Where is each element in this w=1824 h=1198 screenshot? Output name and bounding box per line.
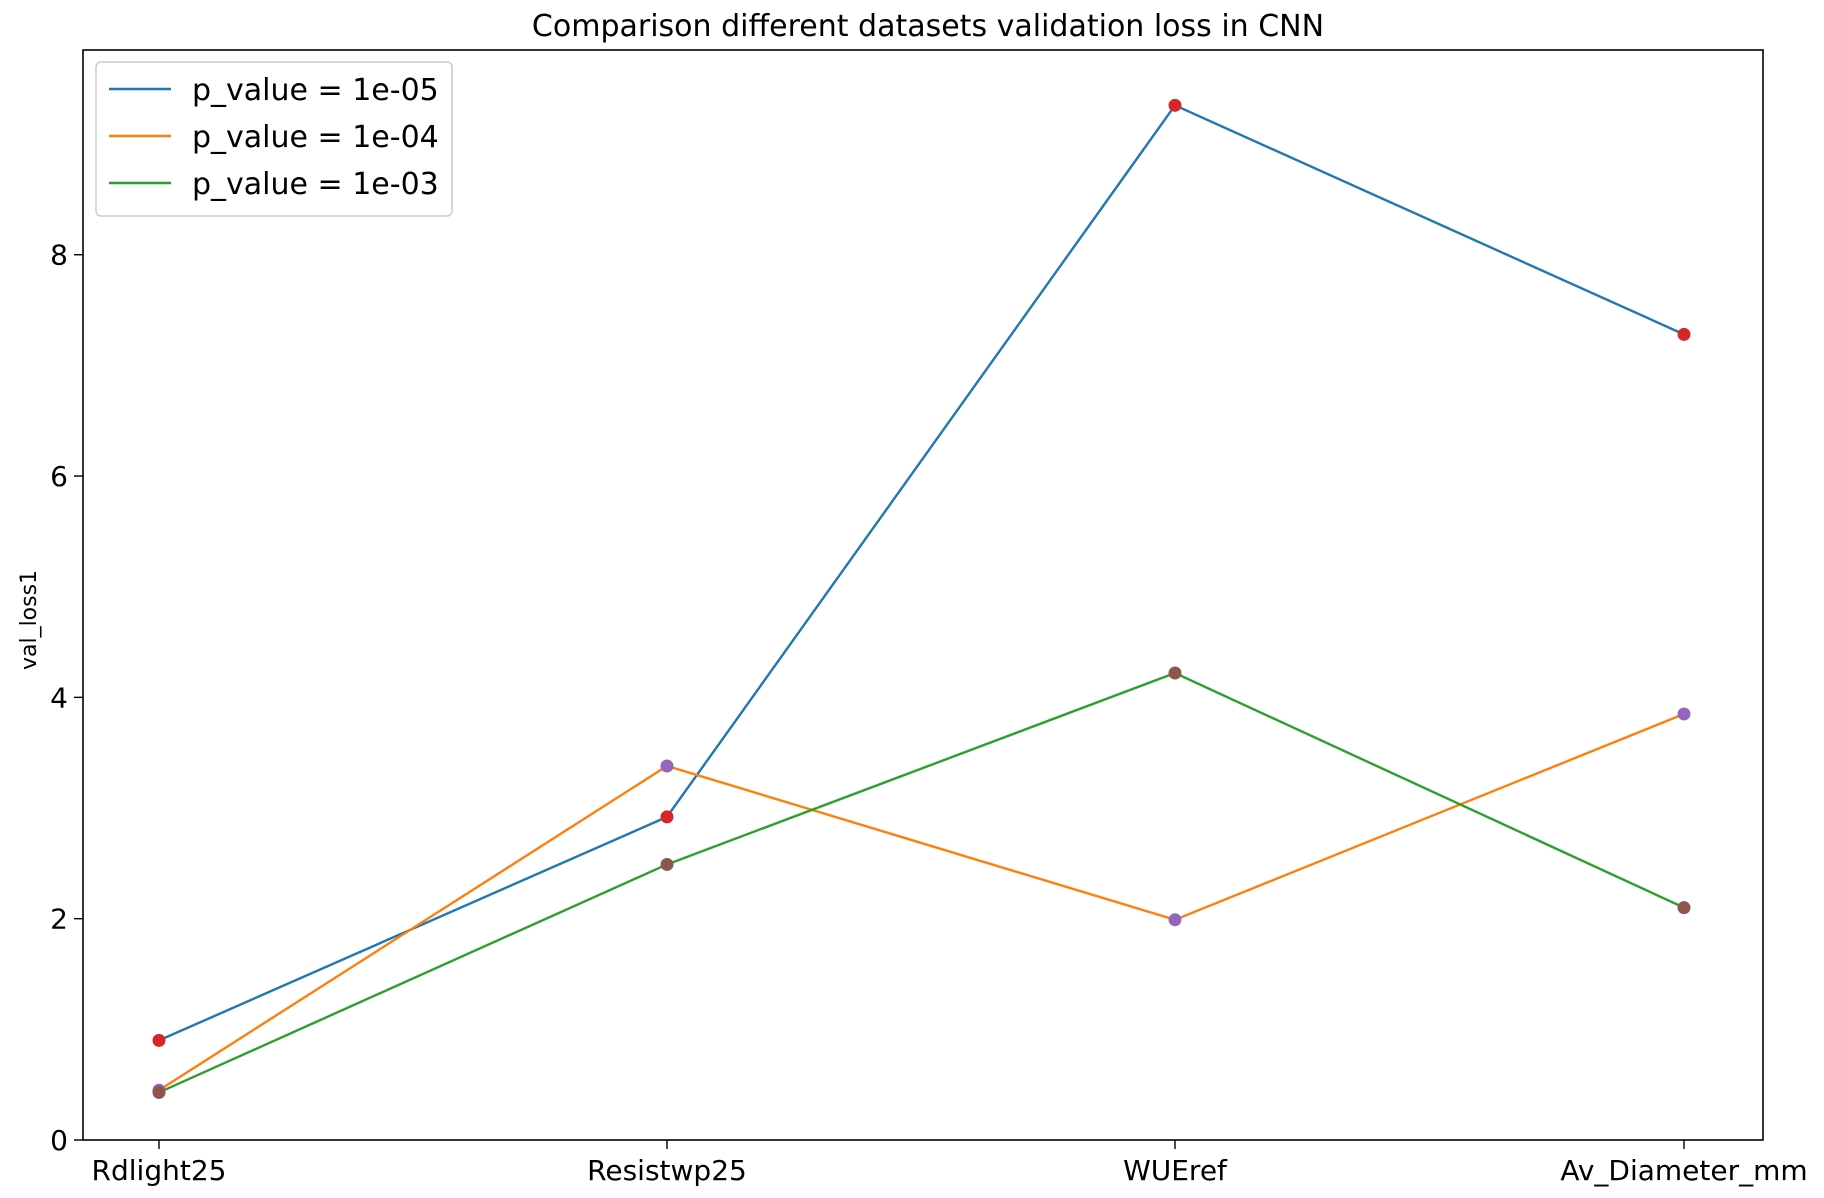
x-tick-label: Resistwp25: [587, 1154, 747, 1187]
series-line-1: [158, 103, 1685, 1042]
plot-area: 0 2 4 6 8 Rdlight25 Resistwp25 WUEref Av_Diamete…: [50, 98, 1808, 1187]
series-3-point: [152, 1085, 166, 1099]
series-3-point: [1168, 666, 1182, 680]
x-tick-label: WUEref: [1123, 1154, 1228, 1187]
series-1-point: [1168, 98, 1182, 112]
legend-label: p_value = 1e-05: [192, 73, 439, 108]
series-2-point: [660, 759, 674, 773]
series-3-point: [660, 857, 674, 871]
series-line-3: [158, 671, 1685, 1094]
legend-label: p_value = 1e-04: [192, 120, 439, 155]
legend-box: [95, 61, 453, 217]
y-axis-label: val_loss1: [17, 570, 42, 670]
legend: p_value = 1e-05 p_value = 1e-04 p_value = …: [95, 61, 453, 217]
y-tick-label: 6: [50, 460, 68, 493]
y-tick-label: 8: [50, 239, 68, 272]
series-1-point: [660, 810, 674, 824]
y-tick-label: 2: [50, 903, 68, 936]
y-tick-label: 4: [50, 681, 68, 714]
legend-label: p_value = 1e-03: [192, 167, 439, 202]
x-tick-label: Rdlight25: [92, 1154, 227, 1187]
series-2-point: [1677, 707, 1691, 721]
series-line-2: [158, 712, 1685, 1092]
chart-title: Comparison different datasets validation…: [532, 9, 1324, 44]
series-3-point: [1677, 901, 1691, 915]
y-tick-label: 0: [50, 1124, 68, 1157]
series-1-point: [152, 1033, 166, 1047]
plot-frame: [82, 49, 1764, 1141]
x-tick-label: Av_Diameter_mm: [1560, 1154, 1807, 1187]
series-2-point: [1168, 913, 1182, 927]
series-1-point: [1677, 327, 1691, 341]
